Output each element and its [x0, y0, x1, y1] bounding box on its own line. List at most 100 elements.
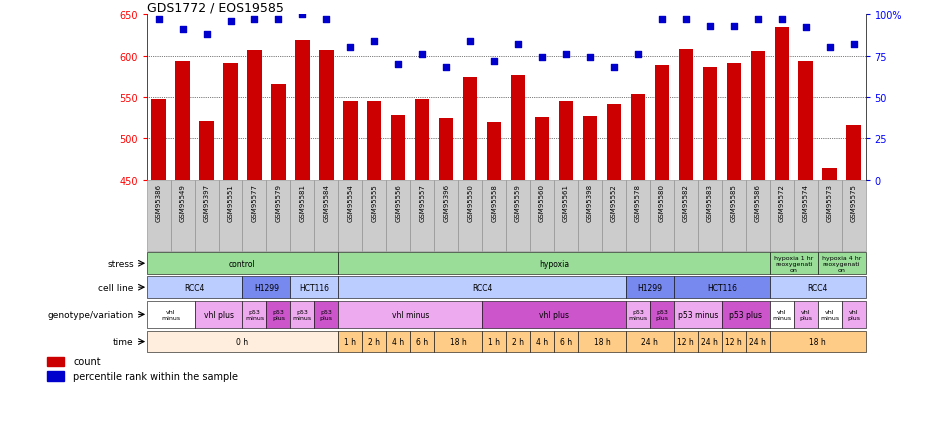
Bar: [223, 64, 237, 180]
Text: GSM95582: GSM95582: [683, 184, 689, 221]
Text: p53
minus: p53 minus: [628, 309, 647, 320]
Text: GSM95584: GSM95584: [324, 184, 329, 221]
Point: [558, 51, 573, 58]
Bar: [147, 253, 339, 274]
Bar: [314, 301, 339, 329]
Point: [774, 16, 789, 23]
Bar: [242, 277, 290, 298]
Text: GSM95581: GSM95581: [299, 184, 306, 222]
Bar: [411, 180, 434, 252]
Bar: [487, 123, 501, 180]
Text: p53
plus: p53 plus: [320, 309, 333, 320]
Bar: [722, 301, 770, 329]
Text: 18 h: 18 h: [449, 337, 466, 346]
Bar: [602, 180, 626, 252]
Bar: [339, 301, 482, 329]
Bar: [674, 180, 698, 252]
Text: GSM95577: GSM95577: [252, 184, 257, 222]
Bar: [175, 62, 190, 180]
Text: 0 h: 0 h: [236, 337, 249, 346]
Bar: [698, 331, 722, 352]
Text: GSM95578: GSM95578: [635, 184, 641, 222]
Point: [295, 12, 310, 19]
Bar: [674, 331, 698, 352]
Bar: [817, 253, 866, 274]
Bar: [678, 50, 693, 180]
Bar: [147, 331, 339, 352]
Bar: [242, 301, 267, 329]
Bar: [511, 76, 525, 180]
Point: [655, 16, 670, 23]
Point: [606, 65, 622, 72]
Bar: [339, 253, 770, 274]
Bar: [534, 118, 550, 180]
Text: GSM95575: GSM95575: [850, 184, 857, 221]
Bar: [794, 301, 817, 329]
Bar: [434, 331, 482, 352]
Bar: [391, 116, 406, 180]
Point: [534, 55, 550, 62]
Text: GSM95552: GSM95552: [611, 184, 617, 221]
Text: p53
minus: p53 minus: [293, 309, 312, 320]
Bar: [247, 51, 262, 180]
Bar: [415, 100, 429, 180]
Bar: [626, 331, 674, 352]
Bar: [842, 301, 866, 329]
Text: 2 h: 2 h: [368, 337, 380, 346]
Point: [702, 23, 717, 30]
Point: [439, 65, 454, 72]
Text: GSM95573: GSM95573: [827, 184, 832, 222]
Bar: [367, 102, 381, 180]
Text: HCT116: HCT116: [299, 283, 329, 292]
Point: [223, 18, 238, 25]
Bar: [674, 277, 770, 298]
Bar: [794, 180, 817, 252]
Text: control: control: [229, 259, 255, 268]
Text: GSM95574: GSM95574: [802, 184, 809, 221]
Text: 24 h: 24 h: [701, 337, 718, 346]
Text: GSM95557: GSM95557: [419, 184, 426, 221]
Bar: [770, 180, 794, 252]
Text: GSM95398: GSM95398: [587, 184, 593, 222]
Text: 24 h: 24 h: [641, 337, 658, 346]
Text: GSM95551: GSM95551: [227, 184, 234, 221]
Text: hypoxia 1 hr
reoxygenati
on: hypoxia 1 hr reoxygenati on: [774, 255, 814, 272]
Text: GSM95397: GSM95397: [203, 184, 210, 222]
Bar: [290, 301, 314, 329]
Bar: [530, 331, 554, 352]
Text: RCC4: RCC4: [472, 283, 492, 292]
Bar: [578, 180, 602, 252]
Point: [750, 16, 765, 23]
Bar: [674, 301, 722, 329]
Text: vhl plus: vhl plus: [203, 310, 234, 319]
Bar: [727, 64, 741, 180]
Bar: [770, 253, 817, 274]
Point: [151, 16, 166, 23]
Bar: [386, 180, 411, 252]
Text: 24 h: 24 h: [749, 337, 766, 346]
Bar: [770, 331, 866, 352]
Bar: [482, 180, 506, 252]
Text: stress: stress: [107, 259, 133, 268]
Bar: [290, 180, 314, 252]
Bar: [722, 180, 745, 252]
Text: H1299: H1299: [638, 283, 662, 292]
Text: vhl
plus: vhl plus: [847, 309, 860, 320]
Point: [630, 51, 645, 58]
Text: GSM95396: GSM95396: [443, 184, 449, 222]
Bar: [842, 180, 866, 252]
Bar: [195, 301, 242, 329]
Bar: [463, 78, 478, 180]
Bar: [606, 105, 622, 180]
Text: vhl
plus: vhl plus: [799, 309, 813, 320]
Text: 18 h: 18 h: [809, 337, 826, 346]
Text: GSM95580: GSM95580: [658, 184, 665, 222]
Text: GSM95554: GSM95554: [347, 184, 354, 221]
Text: 6 h: 6 h: [416, 337, 429, 346]
Text: p53
plus: p53 plus: [272, 309, 285, 320]
Text: vhl minus: vhl minus: [392, 310, 429, 319]
Bar: [314, 180, 339, 252]
Text: 12 h: 12 h: [726, 337, 743, 346]
Bar: [319, 51, 334, 180]
Bar: [703, 68, 717, 180]
